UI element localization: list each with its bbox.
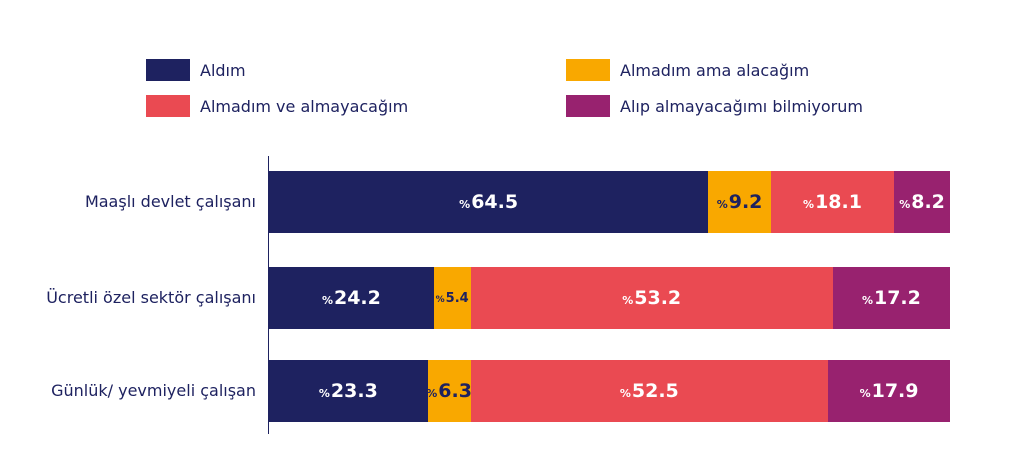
data-label-value: 52.5 (631, 380, 679, 402)
data-label: %64.5 (459, 191, 518, 213)
data-label: %17.2 (862, 287, 921, 309)
percent-sign: % (859, 387, 871, 400)
bar-segment: %23.3 (269, 360, 428, 422)
percent-sign: % (619, 387, 631, 400)
percent-sign: % (716, 198, 728, 211)
category-axis-line (268, 156, 269, 434)
legend-label: Alıp almayacağımı bilmiyorum (620, 96, 863, 116)
legend-swatch (566, 59, 610, 81)
data-label: %9.2 (717, 191, 763, 213)
legend-label: Almadım ve almayacağım (200, 96, 409, 116)
category-label: Ücretli özel sektör çalışanı (46, 288, 256, 307)
data-label: %17.9 (860, 380, 919, 402)
legend-swatch (146, 95, 190, 117)
stacked-bar: %24.2 %5.4 %53.2 %17.2 (269, 267, 950, 329)
data-label-value: 23.3 (330, 380, 378, 402)
data-label-value: 17.2 (873, 287, 921, 309)
bar-segment: %64.5 (269, 171, 709, 233)
data-label-value: 6.3 (438, 380, 471, 402)
percent-sign: % (861, 294, 873, 307)
stacked-bar: %64.5 %9.2 %18.1 %8.2 (269, 171, 950, 233)
legend-label: Aldım (200, 60, 246, 80)
data-label-value: 8.2 (911, 191, 945, 213)
data-label-value: 18.1 (815, 191, 862, 213)
percent-sign: % (318, 387, 330, 400)
data-label: %52.5 (620, 380, 679, 402)
category-label: Günlük/ yevmiyeli çalışan (51, 381, 256, 400)
bar-segment: %5.4 (433, 267, 471, 329)
legend-swatch (566, 95, 610, 117)
bar-segment: %52.5 (470, 360, 829, 422)
percent-sign: % (622, 294, 634, 307)
data-label-value: 64.5 (471, 191, 519, 213)
bar-segment: %17.2 (832, 267, 950, 329)
percent-sign: % (321, 294, 333, 307)
stacked-bar: %23.3%6.3%52.5%17.9 (269, 360, 950, 422)
data-label: %23.3 (319, 380, 378, 402)
bar-segment: %8.2 (894, 171, 950, 233)
bar-segment: %9.2 (708, 171, 771, 233)
bar-segment: %6.3 (427, 360, 471, 422)
legend-item: Almadım ama alacağım (566, 59, 809, 81)
bar-segment: %17.9 (828, 360, 950, 422)
data-label: %53.2 (622, 287, 681, 309)
percent-sign: % (435, 294, 445, 305)
category-label: Maaşlı devlet çalışanı (84, 192, 256, 211)
bar-segment: %24.2 (269, 267, 434, 329)
percent-sign: % (428, 387, 438, 400)
data-label: %24.2 (322, 287, 381, 309)
bar-segment: %18.1 (770, 171, 895, 233)
percent-sign: % (803, 198, 815, 211)
data-label-value: 17.9 (871, 380, 919, 402)
legend-label: Almadım ama alacağım (620, 60, 810, 80)
legend-item: Aldım (146, 59, 246, 81)
bar-segment: %53.2 (470, 267, 833, 329)
percent-sign: % (899, 198, 911, 211)
data-label: %6.3 (428, 380, 471, 402)
data-label: %5.4 (436, 291, 469, 306)
legend-item: Alıp almayacağımı bilmiyorum (566, 95, 863, 117)
data-label: %18.1 (803, 191, 862, 213)
data-label-value: 53.2 (634, 287, 682, 309)
legend-swatch (146, 59, 190, 81)
legend-item: Almadım ve almayacağım (146, 95, 408, 117)
data-label: %8.2 (899, 191, 945, 213)
data-label-value: 9.2 (728, 191, 763, 213)
data-label-value: 24.2 (333, 287, 381, 309)
percent-sign: % (459, 198, 471, 211)
data-label-value: 5.4 (445, 290, 469, 306)
